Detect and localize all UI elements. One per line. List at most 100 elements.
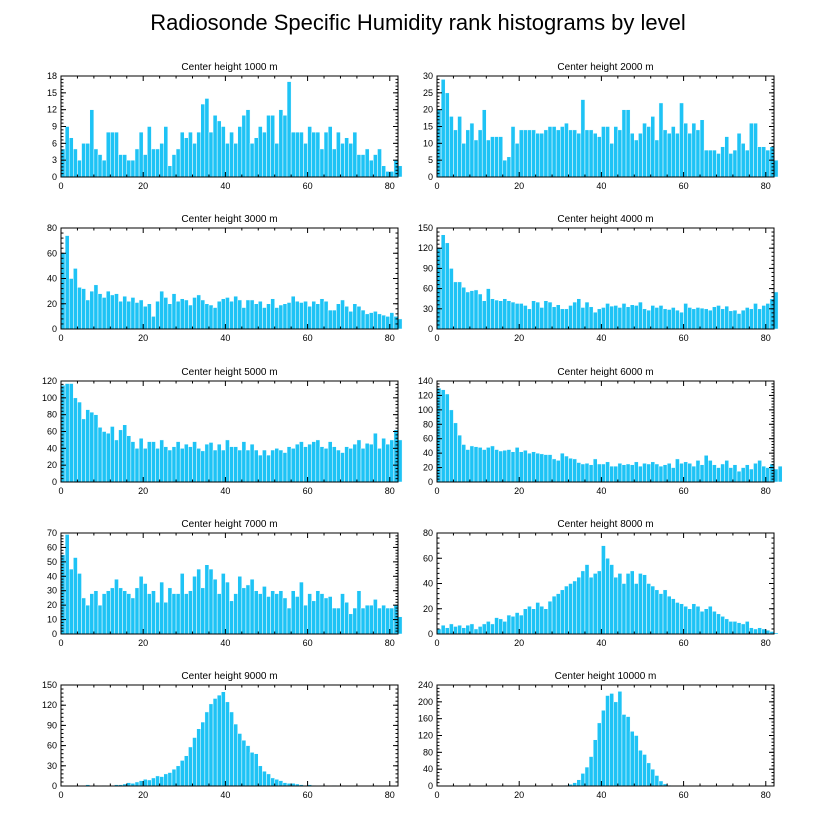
bar: [77, 287, 82, 330]
bar: [319, 593, 325, 635]
bar: [352, 607, 358, 635]
bar: [105, 290, 111, 330]
x-tick-label: 40: [596, 638, 606, 648]
bar: [237, 733, 243, 787]
bar: [336, 449, 341, 483]
bar: [229, 300, 234, 330]
bar: [477, 626, 483, 635]
bar: [270, 777, 275, 787]
bar: [126, 300, 132, 330]
bar: [551, 306, 557, 330]
bar: [617, 307, 623, 330]
bar: [605, 695, 610, 787]
bar: [712, 611, 717, 635]
bar: [457, 624, 462, 635]
y-tick-label: 12: [47, 105, 57, 115]
bar-series: [60, 81, 403, 178]
bar: [327, 309, 333, 330]
bar: [253, 449, 259, 483]
bar: [671, 598, 676, 635]
bar: [671, 467, 676, 483]
bar: [356, 590, 362, 635]
bar: [523, 129, 528, 178]
bar: [666, 132, 672, 178]
bar: [126, 782, 132, 787]
bar: [502, 159, 508, 178]
bar: [105, 131, 111, 178]
bar: [389, 312, 395, 330]
bar: [588, 464, 594, 483]
bar: [167, 587, 173, 635]
y-tick-label: 80: [47, 410, 57, 420]
bar: [68, 278, 74, 330]
panel-10: Center height 10000 m 0 20 40 60 80 0 40 80 120 16…: [418, 671, 775, 800]
y-tick-label: 140: [418, 376, 433, 386]
bar: [208, 304, 214, 330]
bar: [303, 300, 308, 330]
bar: [605, 126, 610, 178]
y-tick-label: 40: [47, 443, 57, 453]
bar: [93, 590, 99, 635]
bar: [110, 131, 115, 178]
bar: [477, 129, 483, 178]
bar: [262, 307, 267, 330]
bar: [683, 122, 688, 178]
bar: [97, 293, 103, 330]
bar: [453, 422, 458, 483]
bar: [295, 443, 300, 483]
x-tick-label: 40: [220, 333, 230, 343]
bar: [720, 308, 725, 330]
bar: [564, 455, 569, 483]
bar: [331, 309, 337, 330]
bar: [613, 126, 619, 178]
bar: [208, 703, 214, 787]
y-tick-label: 40: [47, 571, 57, 581]
bar: [258, 300, 263, 330]
bar: [278, 109, 284, 178]
bar: [679, 102, 684, 178]
bar: [245, 584, 251, 635]
x-tick-label: 40: [596, 790, 606, 800]
panel-title: Center height 3000 m: [181, 214, 277, 225]
bar: [453, 281, 458, 330]
bar: [605, 461, 610, 483]
bar: [151, 316, 156, 330]
bar: [331, 446, 337, 483]
bar: [253, 303, 259, 330]
bar: [465, 129, 471, 178]
bar: [547, 301, 553, 330]
bar: [551, 458, 557, 483]
bar: [757, 146, 762, 178]
y-tick-label: 15: [423, 122, 433, 132]
bar: [461, 287, 467, 330]
bar: [518, 614, 524, 635]
bar: [481, 300, 487, 330]
bar: [397, 165, 403, 178]
bar: [249, 299, 255, 330]
bar: [457, 116, 462, 178]
bar: [502, 298, 508, 330]
bar: [691, 308, 697, 330]
bar: [597, 722, 602, 787]
bar: [736, 132, 742, 178]
bar: [560, 126, 565, 178]
bar: [200, 587, 206, 635]
bar: [179, 573, 185, 635]
bar: [134, 587, 140, 635]
bar: [728, 310, 734, 330]
bar: [555, 129, 561, 178]
bar: [568, 457, 573, 483]
x-tick-label: 0: [434, 333, 439, 343]
bar: [221, 691, 226, 787]
bar: [225, 439, 230, 483]
bar: [130, 159, 136, 178]
y-tick-label: 30: [47, 761, 57, 771]
bar: [518, 451, 524, 483]
y-tick-label: 30: [423, 304, 433, 314]
bar: [118, 154, 123, 178]
bar: [126, 435, 132, 483]
bar: [258, 593, 263, 635]
bar-series: [436, 387, 783, 483]
bar: [64, 235, 70, 330]
bar: [506, 614, 512, 635]
